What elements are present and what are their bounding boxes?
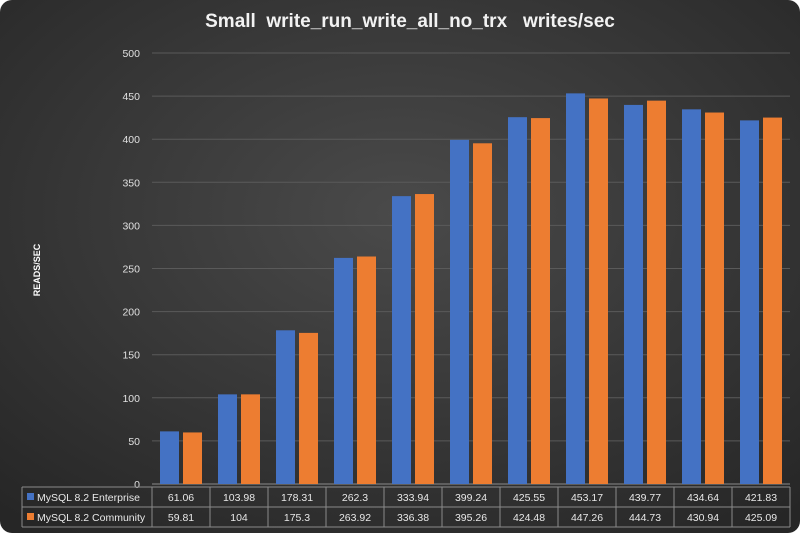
y-tick-label: 450 — [122, 91, 140, 103]
data-table-cell: 434.64 — [687, 492, 719, 504]
bar-enterprise — [450, 139, 469, 485]
bar-enterprise — [740, 120, 759, 484]
legend-swatch — [27, 493, 34, 500]
data-table-cell: 103.98 — [223, 492, 255, 504]
y-tick-label: 150 — [122, 350, 140, 362]
y-tick-label: 200 — [122, 307, 140, 319]
legend-label: MySQL 8.2 Community — [37, 512, 146, 524]
y-tick-label: 300 — [122, 220, 140, 232]
bar-community — [299, 332, 318, 484]
bar-enterprise — [624, 104, 643, 484]
bar-enterprise — [276, 330, 295, 484]
bar-community — [705, 112, 724, 484]
bar-enterprise — [160, 431, 179, 484]
y-tick-label: 350 — [122, 177, 140, 189]
data-table-cell: 430.94 — [687, 512, 719, 524]
y-tick-label: 50 — [128, 436, 140, 448]
bar-community — [241, 394, 260, 484]
data-table-cell: 453.17 — [571, 492, 603, 504]
data-table-cell: 395.26 — [455, 512, 487, 524]
data-table-cell: 333.94 — [397, 492, 429, 504]
bar-community — [183, 432, 202, 484]
y-tick-label: 100 — [122, 393, 140, 405]
data-table-cell: 59.81 — [168, 512, 194, 524]
bar-enterprise — [218, 394, 237, 484]
data-table-cell: 175.3 — [284, 512, 310, 524]
bar-enterprise — [508, 117, 527, 484]
y-tick-label: 250 — [122, 264, 140, 276]
bar-enterprise — [566, 93, 585, 484]
y-tick-label: 400 — [122, 134, 140, 146]
data-table-cell: 444.73 — [629, 512, 661, 524]
data-table-cell: 263.92 — [339, 512, 371, 524]
data-table-cell: 399.24 — [455, 492, 487, 504]
data-table-cell: 439.77 — [629, 492, 661, 504]
data-table-cell: 178.31 — [281, 492, 313, 504]
bar-enterprise — [682, 109, 701, 484]
data-table-cell: 425.55 — [513, 492, 545, 504]
data-table-cell: 447.26 — [571, 512, 603, 524]
bar-enterprise — [392, 196, 411, 484]
bar-enterprise — [334, 257, 353, 484]
bar-community — [531, 118, 550, 485]
y-tick-label: 0 — [134, 479, 140, 491]
bar-community — [357, 256, 376, 484]
bar-community — [589, 98, 608, 484]
y-axis-label: READS/SEC — [32, 243, 42, 296]
bar-community — [647, 100, 666, 485]
data-table-cell: 336.38 — [397, 512, 429, 524]
bar-community — [763, 117, 782, 484]
bar-community — [473, 143, 492, 484]
data-table-cell: 421.83 — [745, 492, 777, 504]
legend-swatch — [27, 513, 34, 520]
data-table-cell: 425.09 — [745, 512, 777, 524]
bar-community — [415, 194, 434, 484]
data-table-cell: 104 — [230, 512, 248, 524]
legend-label: MySQL 8.2 Enterprise — [37, 492, 140, 504]
data-table-cell: 262.3 — [342, 492, 368, 504]
data-table-cell: 61.06 — [168, 492, 194, 504]
data-table-cell: 424.48 — [513, 512, 545, 524]
chart-title: Small write_run_write_all_no_trx writes/… — [205, 11, 615, 32]
y-tick-label: 500 — [122, 48, 140, 60]
